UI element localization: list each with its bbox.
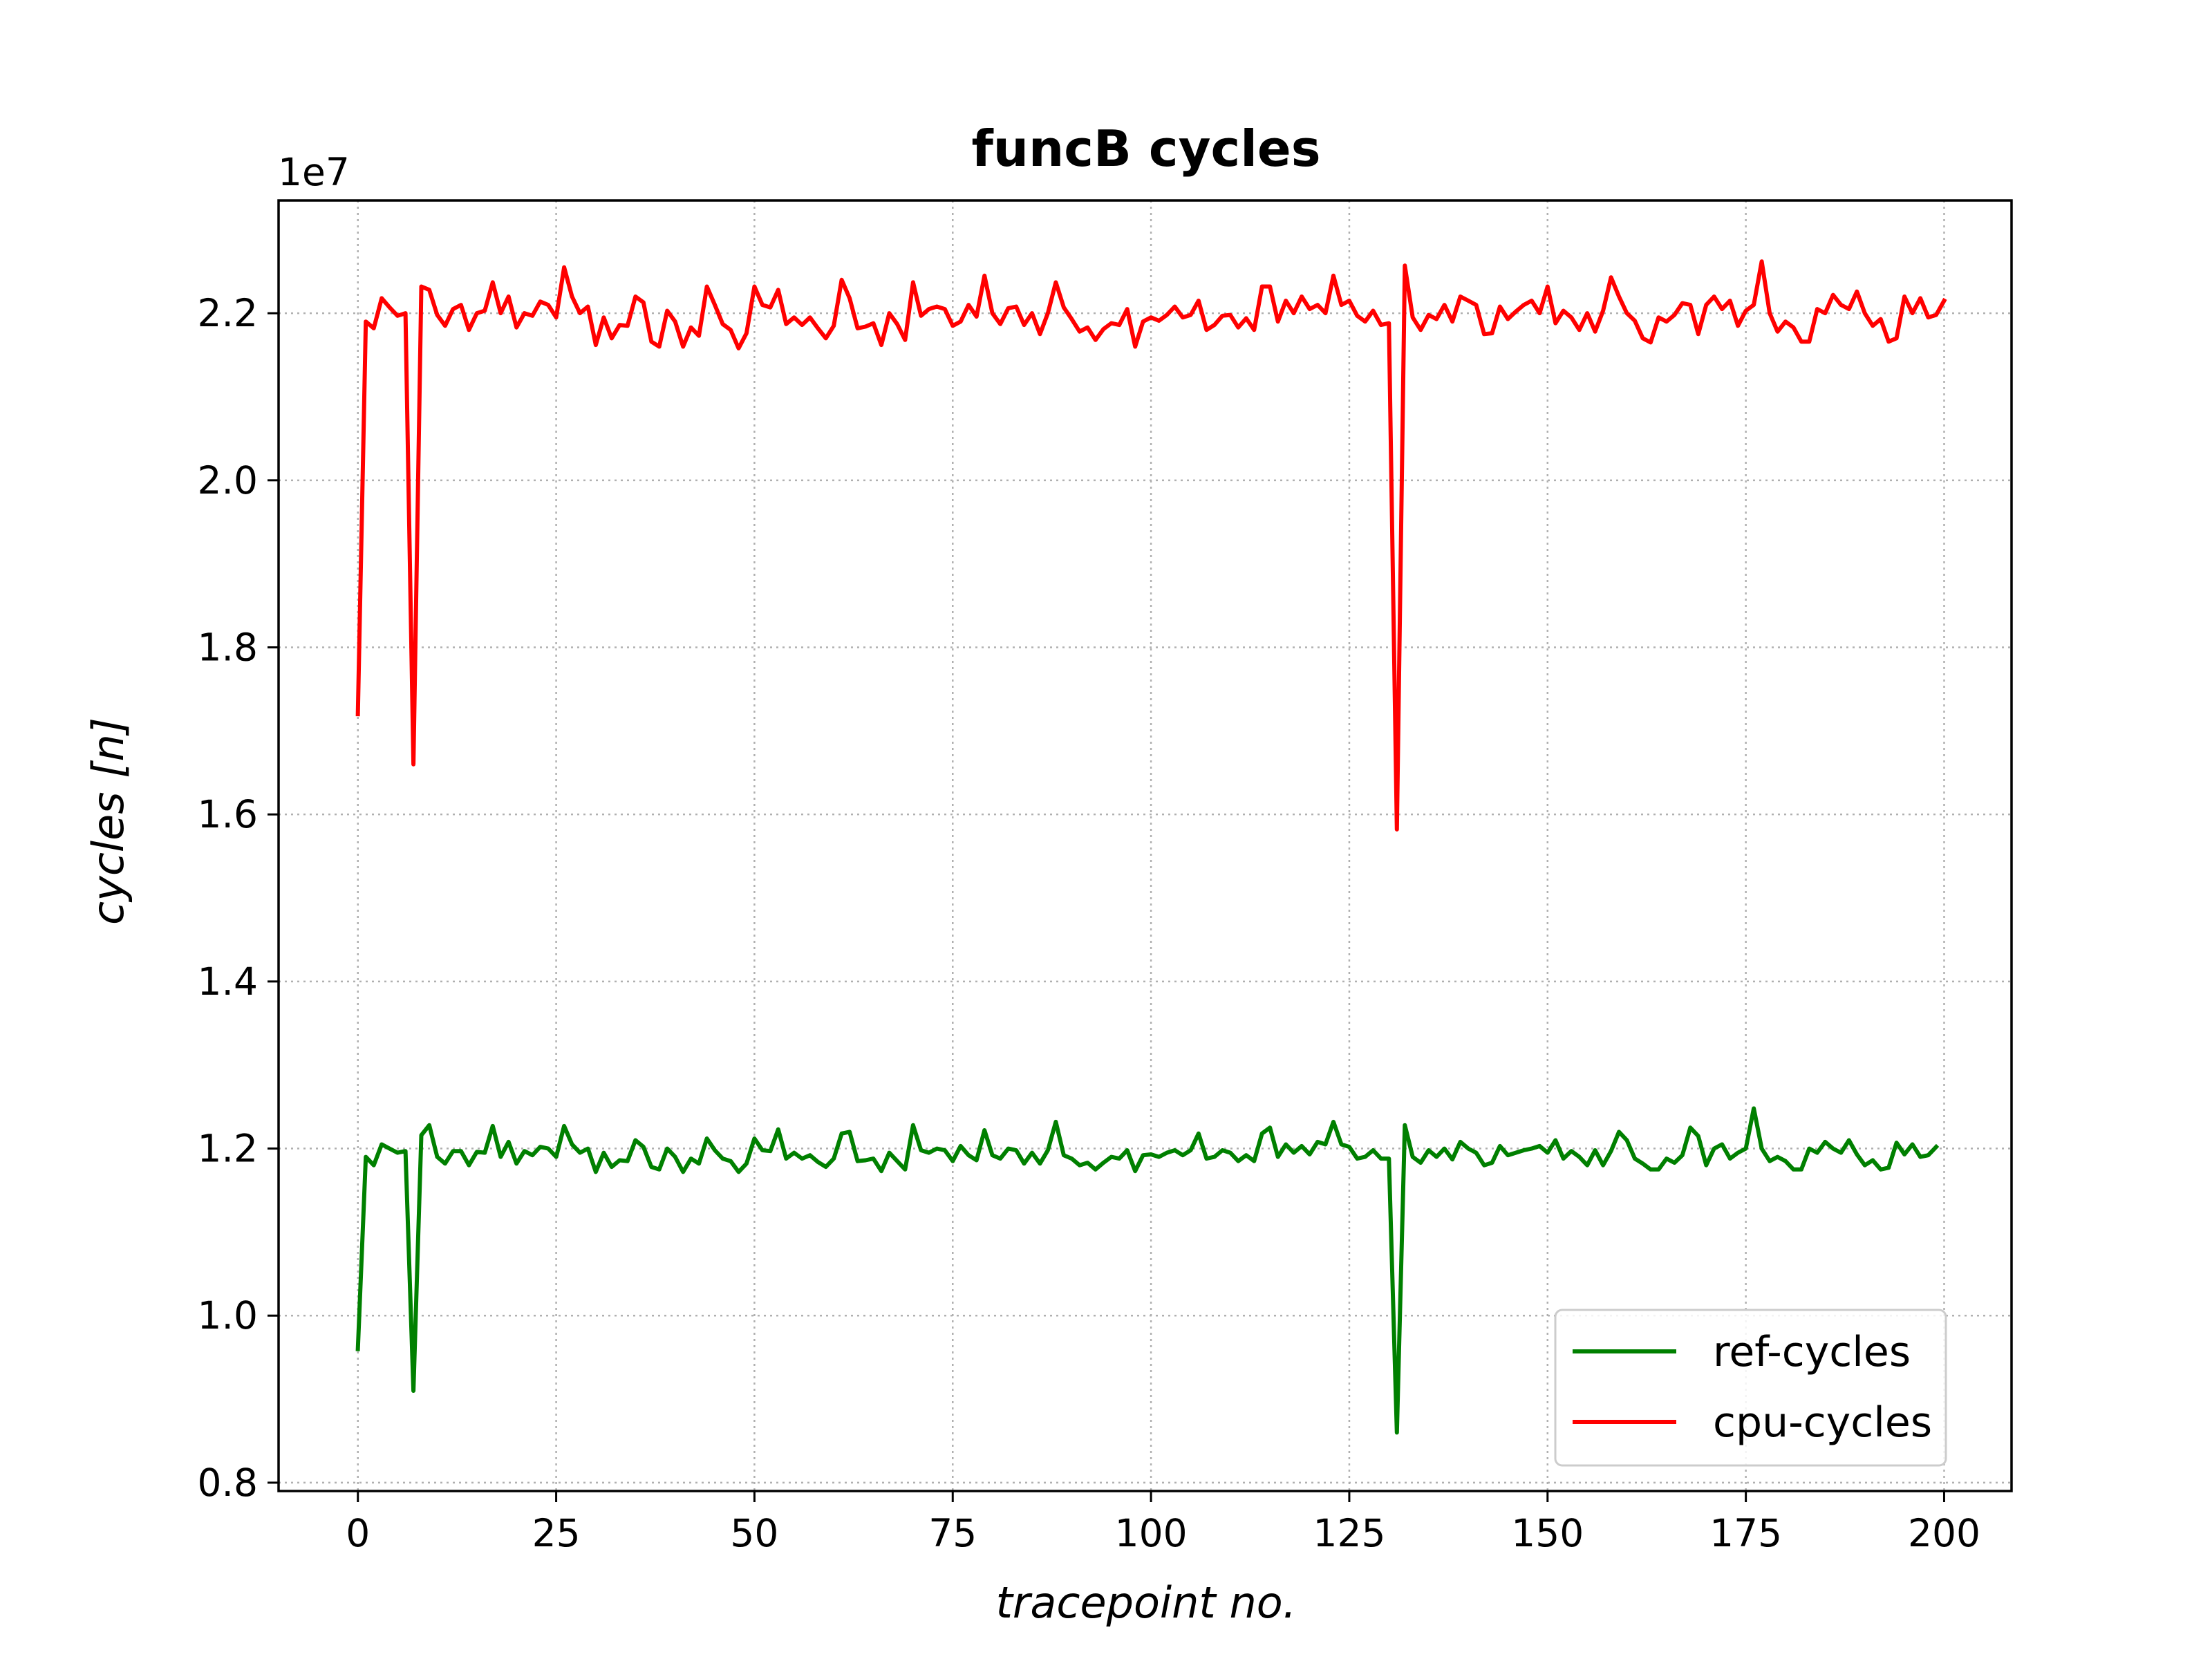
y-tick-label: 1.6 — [198, 792, 258, 836]
y-tick-label: 1.4 — [198, 959, 258, 1004]
legend-box — [1554, 1309, 1947, 1467]
y-tick-label: 1.8 — [198, 626, 258, 670]
series-group — [355, 259, 1947, 1435]
x-tick-label: 0 — [346, 1511, 370, 1555]
x-tick-label: 100 — [1115, 1511, 1188, 1555]
x-tick-label: 75 — [928, 1511, 977, 1555]
chart-title: funcB cycles — [971, 120, 1320, 178]
legend-label-cpu-cycles: cpu-cycles — [1713, 1398, 1932, 1447]
plot-frame — [277, 199, 2013, 1492]
x-tick-label: 50 — [730, 1511, 778, 1555]
x-axis-ticks: 0 25 50 75 100 125 150 175 200 — [346, 1491, 1980, 1555]
series-line-ref-cycles — [355, 1106, 1940, 1435]
series-line-cpu-cycles — [355, 259, 1947, 832]
y-tick-label: 2.2 — [198, 291, 258, 335]
x-tick-label: 150 — [1511, 1511, 1584, 1555]
y-tick-label: 1.0 — [198, 1293, 258, 1338]
y-axis-label: cycles [n] — [83, 718, 133, 925]
x-tick-label: 25 — [532, 1511, 581, 1555]
x-axis-label: tracepoint no. — [996, 1577, 1297, 1628]
legend: ref-cycles cpu-cycles — [1554, 1309, 1947, 1467]
y-offset-label: 1e7 — [278, 150, 350, 194]
legend-label-ref-cycles: ref-cycles — [1713, 1328, 1911, 1376]
x-tick-label: 125 — [1313, 1511, 1385, 1555]
y-tick-label: 0.8 — [198, 1461, 258, 1505]
x-tick-label: 175 — [1709, 1511, 1782, 1555]
y-axis-ticks: 0.8 1.0 1.2 1.4 1.6 1.8 2.0 2.2 — [198, 291, 279, 1505]
y-tick-label: 2.0 — [198, 458, 258, 503]
y-tick-label: 1.2 — [198, 1127, 258, 1171]
x-tick-label: 200 — [1908, 1511, 1980, 1555]
